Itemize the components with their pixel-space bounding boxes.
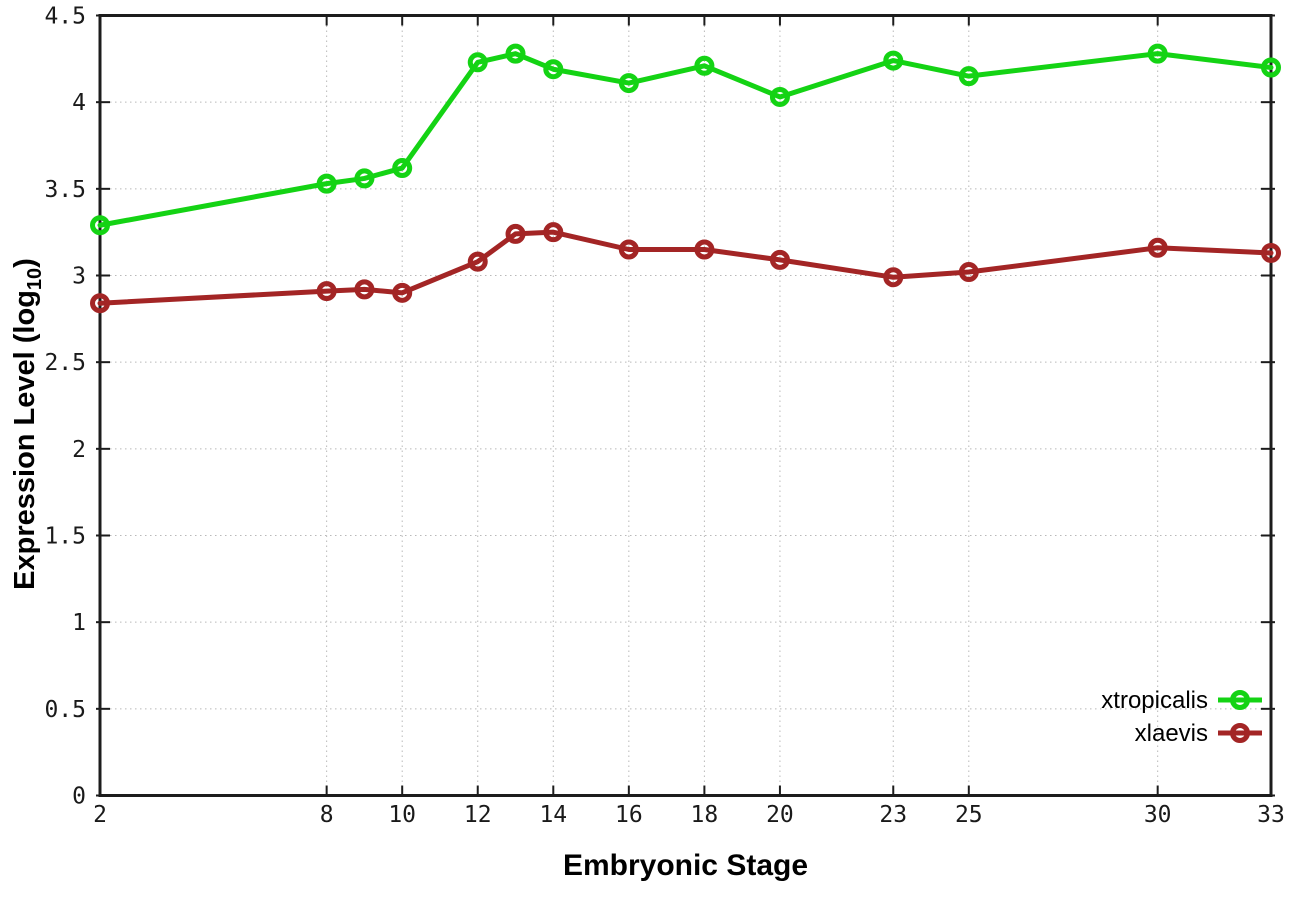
data-point-xtropicalis [90,215,110,236]
data-point-xlaevis [694,239,715,260]
y-tick-label: 3 [72,264,86,290]
data-point-xtropicalis [1261,57,1281,78]
data-point-xtropicalis [316,173,337,194]
x-tick-label: 20 [766,802,794,828]
data-point-xtropicalis [883,50,904,71]
y-tick-label: 3.5 [44,177,86,203]
data-point-xlaevis [505,223,526,244]
legend-label-xlaevis: xlaevis [1135,720,1208,747]
data-point-xtropicalis [354,168,375,189]
data-point-xtropicalis [1147,43,1168,64]
data-point-xtropicalis [958,66,979,87]
data-point-xtropicalis [392,158,413,179]
x-tick-label: 12 [464,802,492,828]
data-point-xlaevis [883,267,904,288]
y-tick-label: 4 [72,90,86,116]
plot-border [98,14,1273,797]
x-tick-label: 23 [879,802,907,828]
data-point-xtropicalis [467,52,488,73]
data-point-xlaevis [354,279,375,300]
y-tick-label: 2 [72,437,86,463]
data-point-xlaevis [1147,237,1168,258]
data-point-xlaevis [392,282,413,303]
data-point-xtropicalis [543,59,564,80]
x-axis-label: Embryonic Stage [563,849,808,882]
x-tick-label: 10 [388,802,416,828]
y-tick-label: 1.5 [44,524,86,550]
data-point-xlaevis [90,293,110,314]
legend-sample-marker-xtropicalis [1230,690,1250,710]
x-tick-label: 14 [539,802,567,828]
y-tick-label: 1 [72,610,86,636]
y-axis-label: Expression Level (log10) [9,258,46,590]
x-tick-label: 2 [93,802,107,828]
data-point-xtropicalis [769,86,790,107]
x-tick-label: 8 [320,802,334,828]
y-tick-label: 0 [72,784,86,810]
x-tick-label: 25 [955,802,983,828]
data-point-xlaevis [543,222,564,243]
data-point-xlaevis [769,249,790,270]
data-point-xlaevis [1261,242,1281,263]
x-tick-label: 16 [615,802,643,828]
data-point-xtropicalis [618,73,639,94]
legend-sample-marker-xlaevis [1230,723,1250,743]
data-point-xlaevis [958,262,979,283]
data-point-xlaevis [467,251,488,272]
y-tick-label: 4.5 [44,4,86,30]
data-point-xlaevis [316,281,337,302]
data-point-xtropicalis [505,43,526,64]
data-point-xtropicalis [694,55,715,76]
x-tick-label: 33 [1257,802,1285,828]
x-tick-label: 30 [1144,802,1172,828]
data-point-xlaevis [618,239,639,260]
y-tick-label: 2.5 [44,350,86,376]
x-tick-label: 18 [691,802,719,828]
legend-label-xtropicalis: xtropicalis [1101,687,1208,714]
y-tick-label: 0.5 [44,697,86,723]
